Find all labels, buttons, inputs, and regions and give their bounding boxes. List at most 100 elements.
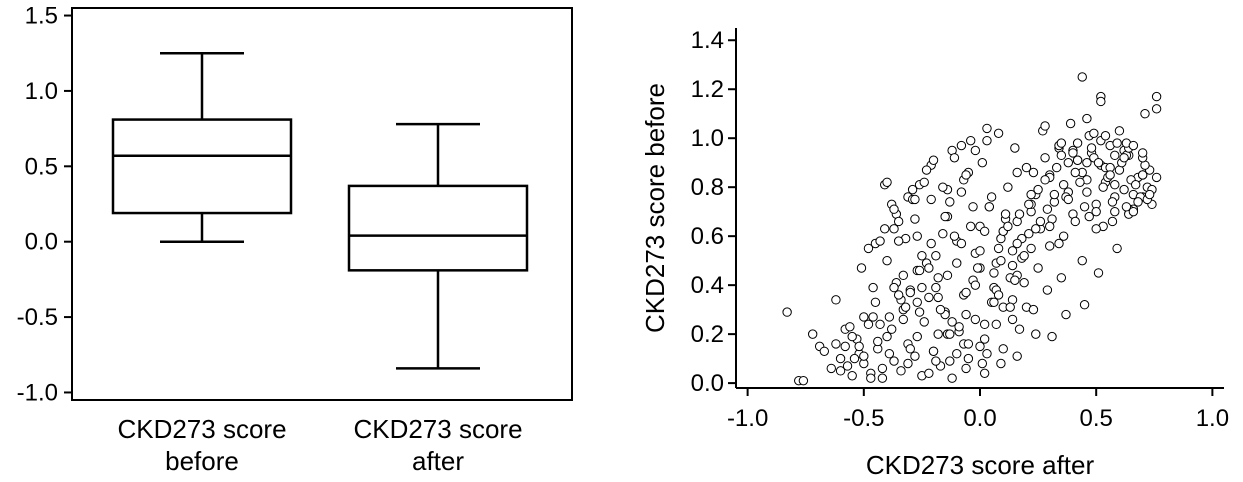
box-1 (111, 51, 293, 243)
scatter-point (924, 368, 934, 379)
scatter-point (919, 177, 929, 187)
scatter-point (963, 353, 974, 364)
scatter-points (782, 72, 1162, 386)
scatter-point (1049, 189, 1060, 200)
scatter-point (835, 366, 846, 376)
scatter-point (979, 319, 990, 330)
scatter-point (1075, 177, 1085, 187)
scatter-point (884, 349, 895, 359)
scatter-point (845, 322, 855, 332)
scatter-point (866, 373, 876, 383)
scatter-point (938, 229, 948, 239)
scatter-point (1093, 157, 1104, 168)
y-tick-label: 0.6 (691, 223, 724, 250)
scatter-point (1042, 285, 1053, 295)
scatter-point (968, 202, 978, 212)
y-tick-label: -1.0 (17, 379, 58, 406)
scatter-point (859, 312, 869, 322)
box-body (347, 184, 529, 272)
scatter-point (961, 287, 971, 298)
scatter-point (979, 368, 990, 379)
scatter-point (882, 177, 892, 187)
scatter-point (1119, 184, 1129, 195)
scatter-point (1014, 209, 1025, 219)
scatter-point (1058, 231, 1069, 241)
scatter-point (1107, 216, 1118, 227)
scatter-point (910, 351, 920, 361)
scatter-point (868, 312, 878, 322)
scatter-point (1128, 140, 1139, 151)
scatter-point (956, 238, 967, 249)
scatter-point (880, 224, 890, 234)
scatter-point (982, 349, 992, 359)
scatter-point (1140, 109, 1150, 119)
scatter-point (886, 324, 897, 334)
scatter-point (963, 339, 974, 349)
scatter-point (1100, 131, 1111, 141)
scatter-point (989, 268, 999, 278)
scatter-point (1070, 167, 1080, 178)
scatter-point (993, 128, 1004, 139)
scatter-point (1019, 277, 1029, 288)
scatter-point (972, 263, 983, 273)
scatter-point (898, 314, 909, 325)
scatter-point (1042, 204, 1053, 214)
scatter-point (1026, 243, 1036, 254)
category-label-line: CKD273 score (353, 414, 522, 444)
category-label-line: after (412, 446, 464, 476)
scatter-point (1082, 113, 1092, 124)
scatter-point (966, 221, 976, 232)
scatter-point (998, 344, 1008, 354)
y-tick-label: 0.4 (691, 272, 724, 299)
scatter-point (1024, 229, 1034, 239)
box-body (111, 118, 293, 215)
scatter-point (914, 265, 925, 276)
scatter-point (996, 358, 1006, 369)
scatter-point (1112, 243, 1122, 254)
scatter-point (1005, 302, 1015, 312)
scatter-point (889, 356, 899, 366)
scatter-point (1040, 121, 1050, 131)
y-tick-label: 1.0 (25, 78, 58, 105)
scatter-point (905, 344, 915, 354)
scatter-point (912, 331, 922, 342)
scatter-point (1086, 143, 1097, 153)
scatter-point (1040, 175, 1050, 185)
scatter-point (840, 341, 850, 352)
scatter-point (875, 319, 885, 330)
scatter-point (986, 192, 997, 202)
scatter-point (900, 302, 911, 312)
scatter-point (1040, 153, 1050, 163)
scatter-point (910, 214, 920, 224)
scatter-point (1033, 263, 1043, 273)
scatter-point (1121, 202, 1132, 212)
scatter-point (1028, 304, 1039, 315)
scatter-point (1151, 104, 1162, 114)
scatter-point (1077, 255, 1087, 266)
scatter-point (1084, 211, 1094, 222)
scatter-point (1091, 206, 1101, 217)
scatter-point (914, 307, 925, 317)
scatter-point (905, 287, 915, 298)
scatter-point (1007, 246, 1018, 256)
scatter-point (956, 140, 967, 151)
scatter-point (875, 236, 885, 246)
scatter-point (928, 155, 939, 165)
scatter-point (863, 243, 874, 254)
scatter-point (996, 255, 1006, 266)
scatter-point (1070, 216, 1080, 227)
scatter-point (984, 202, 994, 212)
scatter-point (952, 349, 962, 359)
scatter-point (949, 153, 960, 163)
y-tick-label: 0.0 (691, 370, 724, 397)
scatter-point (947, 373, 957, 383)
scatter-point (1105, 170, 1115, 180)
y-axis-label: CKD273 score before (640, 83, 670, 333)
scatter-point (966, 135, 976, 146)
scatter-point (1072, 138, 1083, 148)
scatter-point (1079, 202, 1090, 212)
scatter-point (907, 184, 918, 195)
scatter-point (982, 135, 992, 146)
y-tick-label: 1.5 (25, 3, 58, 30)
